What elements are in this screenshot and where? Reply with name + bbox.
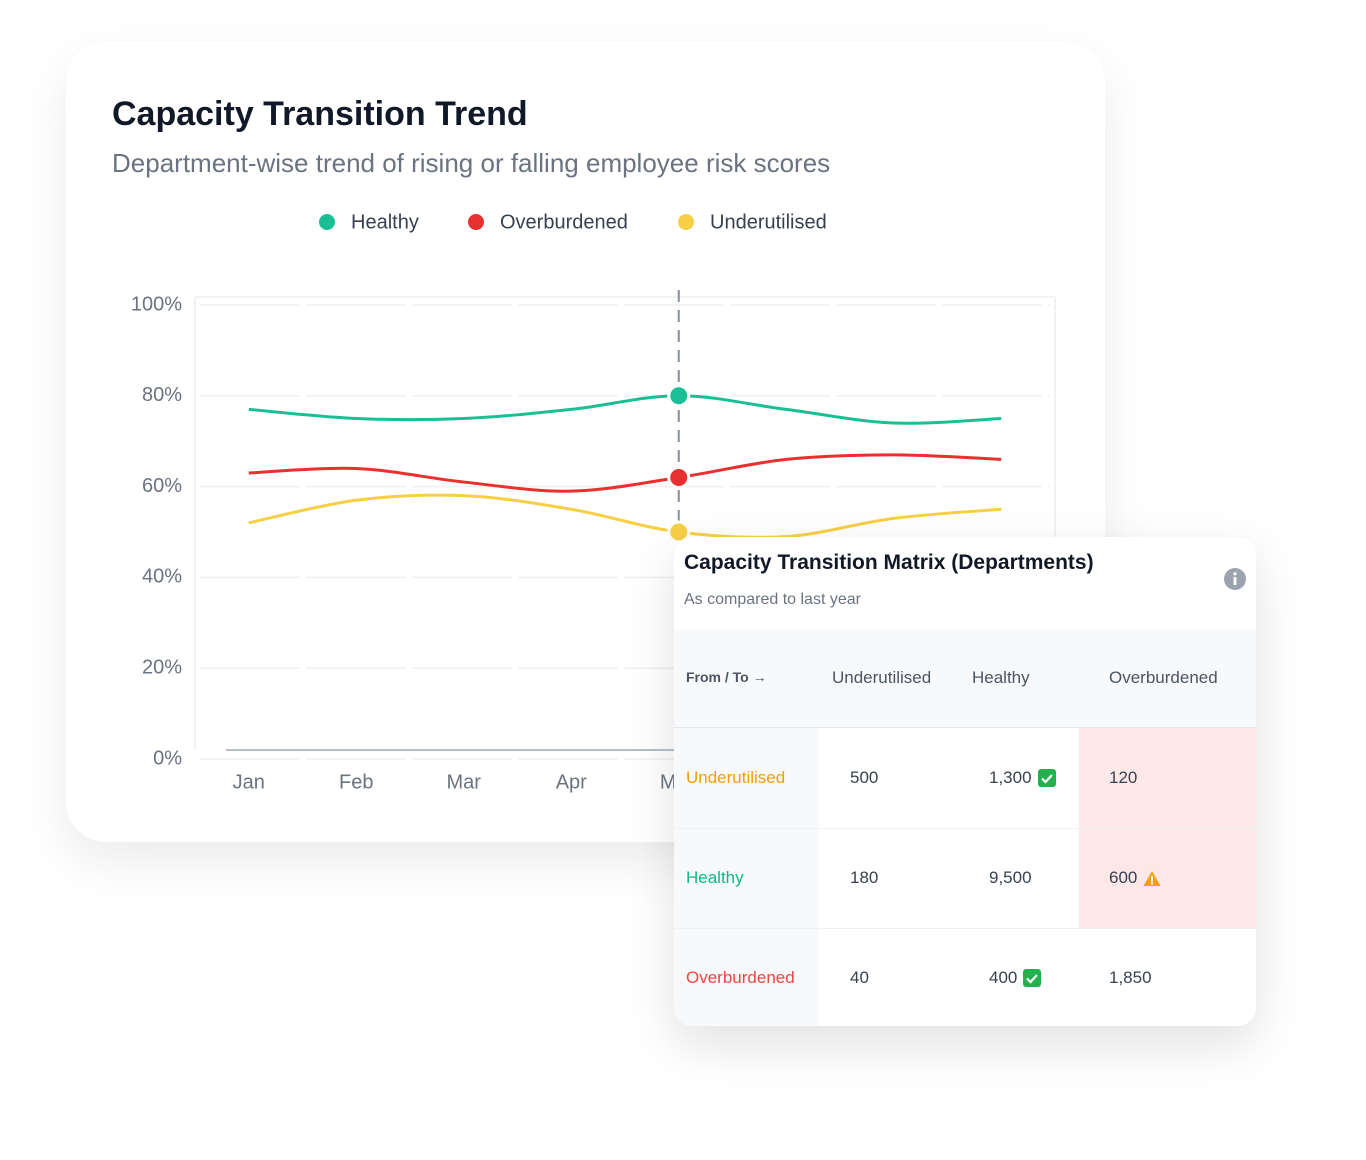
header-cell: Healthy [972,668,1030,687]
x-tick-label: Jan [233,771,265,793]
y-tick-label: 80% [142,384,182,406]
legend-label: Overburdened [500,211,628,233]
cell: 400 [989,968,1042,988]
cell: 1,850 [1109,968,1152,987]
row-divider [674,928,1256,929]
check-icon [1037,769,1056,787]
series-line [248,394,1002,425]
label-column [674,728,819,1026]
hover-point [667,466,691,490]
cell: 40 [850,968,869,987]
header-row [674,630,1256,728]
matrix-title: Capacity Transition Matrix (Departments) [684,551,1094,574]
chart-subtitle: Department-wise trend of rising or falli… [112,148,830,178]
row-divider [674,828,1256,829]
cell-value: 600 [1109,868,1138,887]
legend-marker [468,214,484,230]
matrix-subtitle: As compared to last year [684,591,861,608]
matrix-card: Capacity Transition Matrix (Departments)… [674,537,1256,1026]
warning-icon [1143,870,1161,886]
legend-marker [319,214,335,230]
cell: 120 [1109,768,1138,787]
row-label: Healthy [686,868,744,887]
chart-title: Capacity Transition Trend [112,95,528,133]
cell: 1,300 [989,768,1056,788]
header-cell: Overburdened [1109,668,1218,687]
cell: 180 [850,868,879,887]
y-tick-label: 100% [131,293,182,315]
cell-value: 1,300 [989,768,1032,787]
row-label: Underutilised [686,768,786,787]
check-icon [1023,969,1042,987]
info-icon[interactable] [1223,567,1247,591]
x-tick-label: Feb [339,771,373,793]
hover-point [667,384,691,408]
x-tick-label: Mar [447,771,482,793]
row-label: Overburdened [686,968,795,987]
legend-label: Healthy [351,211,419,233]
cell-value: 400 [989,968,1018,987]
y-tick-label: 60% [142,475,182,497]
header-cell: From / To → [686,669,767,685]
y-tick-label: 40% [142,566,182,588]
x-tick-label: Apr [556,771,587,793]
legend-label: Underutilised [710,211,827,233]
series-line [248,453,1002,493]
legend-marker [678,214,694,230]
y-tick-label: 0% [153,747,182,769]
cell: 500 [850,768,879,787]
cell: 9,500 [989,868,1032,887]
header-cell: Underutilised [832,668,932,687]
y-tick-label: 20% [142,656,182,678]
cell: 600 [1109,868,1161,888]
series-line [248,493,1002,539]
